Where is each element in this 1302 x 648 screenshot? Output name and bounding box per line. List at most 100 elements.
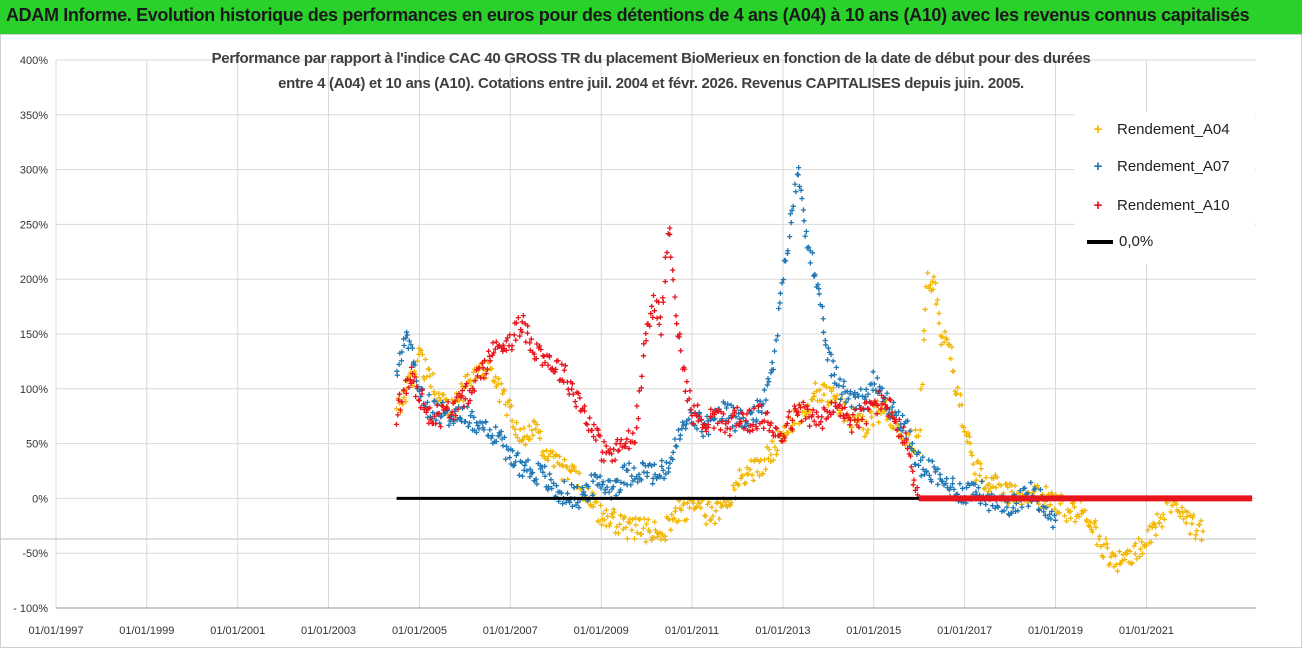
a10-point [465, 400, 471, 406]
a07-point [493, 438, 499, 445]
a10-point [761, 425, 767, 432]
a04-point [526, 423, 532, 429]
a04-point [745, 471, 751, 477]
a04-point [1190, 514, 1196, 521]
a04-point [1194, 528, 1200, 534]
a07-point [820, 316, 826, 322]
series-layer [393, 165, 1253, 574]
a10-point [732, 408, 738, 414]
a07-point [1013, 500, 1019, 506]
a04-point [703, 513, 709, 519]
a04-point [1137, 553, 1143, 560]
a10-point [428, 417, 434, 423]
a10-point [830, 409, 837, 415]
a04-point [571, 464, 578, 470]
a10-point [761, 418, 767, 424]
a07-point [403, 335, 409, 341]
a04-point [1196, 522, 1203, 528]
a10-point [872, 398, 878, 404]
a07-point [809, 250, 816, 256]
x-tick-label: 01/01/2001 [210, 625, 265, 637]
a10-point [780, 438, 786, 444]
a10-point [611, 446, 617, 453]
a04-point [887, 422, 893, 428]
a07-point [995, 504, 1001, 510]
a04-point [998, 482, 1004, 489]
a10-point [527, 340, 533, 346]
a10-point [660, 295, 666, 301]
a10-point [587, 415, 593, 421]
a10-point [711, 425, 717, 431]
a04-point [712, 520, 718, 526]
a04-point [881, 409, 887, 415]
a10-point [804, 403, 810, 409]
a04-point [1097, 533, 1103, 539]
legend-label-a04: Rendement_A04 [1117, 121, 1230, 138]
a07-point [573, 502, 579, 508]
a04-point [1137, 546, 1144, 552]
a10-point [660, 299, 666, 305]
y-tick-label: 200% [20, 274, 48, 286]
a07-point [512, 459, 519, 465]
a04-point [1047, 502, 1053, 508]
a07-point [524, 468, 530, 474]
a07-point [498, 428, 504, 435]
a07-point [951, 486, 957, 492]
a07-point [567, 499, 573, 506]
a04-point [964, 439, 970, 445]
a07-point [1052, 517, 1059, 523]
x-tick-label: 01/01/2009 [574, 625, 629, 637]
a10-point [750, 427, 756, 433]
a10-point [847, 422, 853, 428]
a04-point [735, 482, 742, 488]
a10-point [880, 395, 887, 401]
a07-point [755, 408, 762, 414]
a07-point [836, 383, 842, 389]
a07-point [1051, 512, 1058, 519]
a04-point [870, 422, 876, 428]
a07-point [406, 338, 413, 344]
a07-point [725, 401, 731, 407]
a07-point [1028, 479, 1034, 486]
a10-point [657, 314, 664, 320]
a10-point [847, 417, 854, 423]
a07-point [542, 463, 548, 469]
a07-point [511, 462, 517, 468]
a07-point [807, 260, 813, 266]
a10-point [863, 399, 870, 405]
a10-point [573, 404, 579, 410]
a07-point [665, 465, 672, 471]
a10-point [625, 428, 632, 434]
a04-point [868, 414, 875, 420]
a10-point [549, 365, 555, 371]
a07-point [905, 418, 911, 424]
a10-point [464, 381, 470, 387]
a04-point [1103, 536, 1109, 542]
a04-point [967, 440, 973, 446]
a07-point [636, 471, 642, 478]
a07-point [1024, 490, 1030, 496]
a04-point [710, 513, 716, 519]
x-tick-label: 01/01/2013 [755, 625, 810, 637]
a04-point [458, 381, 465, 387]
a04-point [401, 395, 407, 401]
a10-point [686, 396, 692, 402]
a07-point [771, 348, 778, 354]
a10-point [519, 319, 525, 325]
a07-point [559, 501, 566, 507]
a04-point [947, 356, 954, 362]
a04-point [594, 499, 600, 505]
a04-point [769, 438, 775, 444]
a10-point [533, 356, 539, 362]
a04-point [921, 337, 927, 343]
a07-point [621, 462, 627, 468]
a04-point [1168, 509, 1174, 515]
a10-point [904, 445, 911, 452]
a07-point [918, 457, 924, 464]
a04-point [561, 456, 568, 463]
a04-point [521, 434, 527, 440]
a07-point [663, 471, 669, 477]
a10-point [491, 350, 497, 356]
a10-point [519, 329, 525, 335]
a04-point [959, 402, 965, 408]
